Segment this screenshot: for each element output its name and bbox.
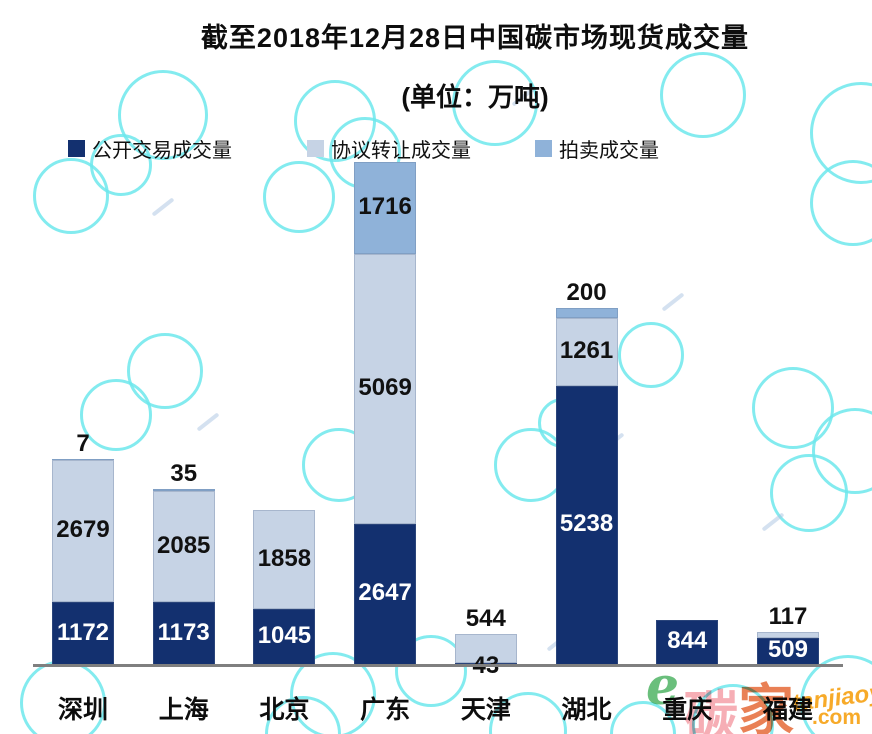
bar-segment-福建-s0 [756,637,819,665]
bar-segment-上海-s2 [152,489,215,492]
bar-segment-湖北-s0 [555,385,618,665]
x-axis-label-上海: 上海 [158,696,209,724]
x-axis-label-湖北: 湖北 [561,696,612,724]
bar-segment-湖北-s1 [555,318,618,386]
chart-title: 截至2018年12月28日中国碳市场现货成交量 [200,23,750,53]
legend: 公开交易成交量 协议转让成交量 拍卖成交量 [0,136,872,162]
value-label-北京-s1: 1858 [257,544,312,572]
legend-item-0: 公开交易成交量 [68,136,232,162]
value-label-上海-s2: 35 [170,460,198,488]
legend-label: 协议转让成交量 [331,139,471,162]
chart-subtitle: (单位：万吨) [401,82,549,112]
bubble-circle-icon [752,367,834,449]
value-label-天津-s1: 544 [465,604,506,632]
bar-segment-深圳-s1 [52,459,114,603]
bar-segment-重庆-s0 [656,619,719,665]
bubble-circle-icon [33,158,109,234]
x-axis-label-北京: 北京 [259,696,310,724]
bubble-circle-icon [90,134,152,196]
bubble-circle-icon [118,70,208,160]
value-label-广东-s1: 5069 [358,373,412,401]
bubble-circle-icon [810,160,872,246]
legend-item-2: 拍卖成交量 [535,136,659,162]
bubble-circle-icon [290,652,376,734]
value-label-北京-s0: 1045 [257,622,312,650]
value-label-重庆-s0: 844 [667,627,708,655]
value-label-广东-s0: 2647 [358,579,412,607]
bubble-circle-icon [618,322,684,388]
bubble-circle-icon [395,635,467,707]
x-axis-label-深圳: 深圳 [57,696,108,724]
bubble-circle-icon [263,161,335,233]
bubble-circle-icon [770,454,848,532]
bar-segment-上海-s1 [152,491,215,603]
bar-segment-广东-s1 [354,253,417,524]
value-label-湖北-s0: 5238 [559,510,614,538]
legend-swatch-icon [307,139,324,157]
value-label-广东-s2: 1716 [358,192,412,220]
value-label-深圳-s0: 1172 [56,618,110,646]
bar-segment-广东-s2 [354,162,417,254]
legend-item-1: 协议转让成交量 [307,136,471,162]
value-label-湖北-s1: 1261 [559,337,614,365]
value-label-福建-s1: 117 [768,602,808,630]
value-label-福建-s0: 509 [767,636,808,664]
value-label-湖北-s2: 200 [566,278,607,306]
x-axis-line [33,664,843,667]
bubble-circle-icon [660,52,746,138]
bar-segment-天津-s1 [454,633,517,663]
bubble-circle-icon [127,333,203,409]
legend-label: 公开交易成交量 [92,139,232,162]
bubble-circle-icon [80,379,152,451]
legend-swatch-icon [68,139,85,157]
bar-segment-上海-s0 [152,602,215,665]
value-label-上海-s0: 1173 [157,618,210,646]
bar-segment-广东-s0 [354,523,417,665]
bar-segment-北京-s0 [253,609,316,665]
value-label-上海-s1: 2085 [157,531,211,559]
value-label-深圳-s1: 2679 [56,516,110,544]
legend-label: 拍卖成交量 [559,139,659,162]
x-axis-label-福建: 福建 [762,696,813,724]
bar-segment-北京-s1 [253,510,316,610]
bar-segment-深圳-s0 [52,602,114,665]
x-axis-label-天津: 天津 [460,696,511,724]
bar-segment-福建-s1 [756,631,819,638]
bubble-circle-icon [800,655,872,734]
x-axis-label-广东: 广东 [360,696,411,724]
bar-segment-湖北-s2 [555,307,618,319]
value-label-深圳-s2: 7 [76,430,90,458]
bubble-circle-icon [452,60,538,146]
bar-segment-天津-s0 [454,662,517,665]
legend-swatch-icon [535,139,552,157]
chart-title-block: 截至2018年12月28日中国碳市场现货成交量 (单位：万吨) [78,0,872,114]
x-axis-label-重庆: 重庆 [662,696,713,724]
